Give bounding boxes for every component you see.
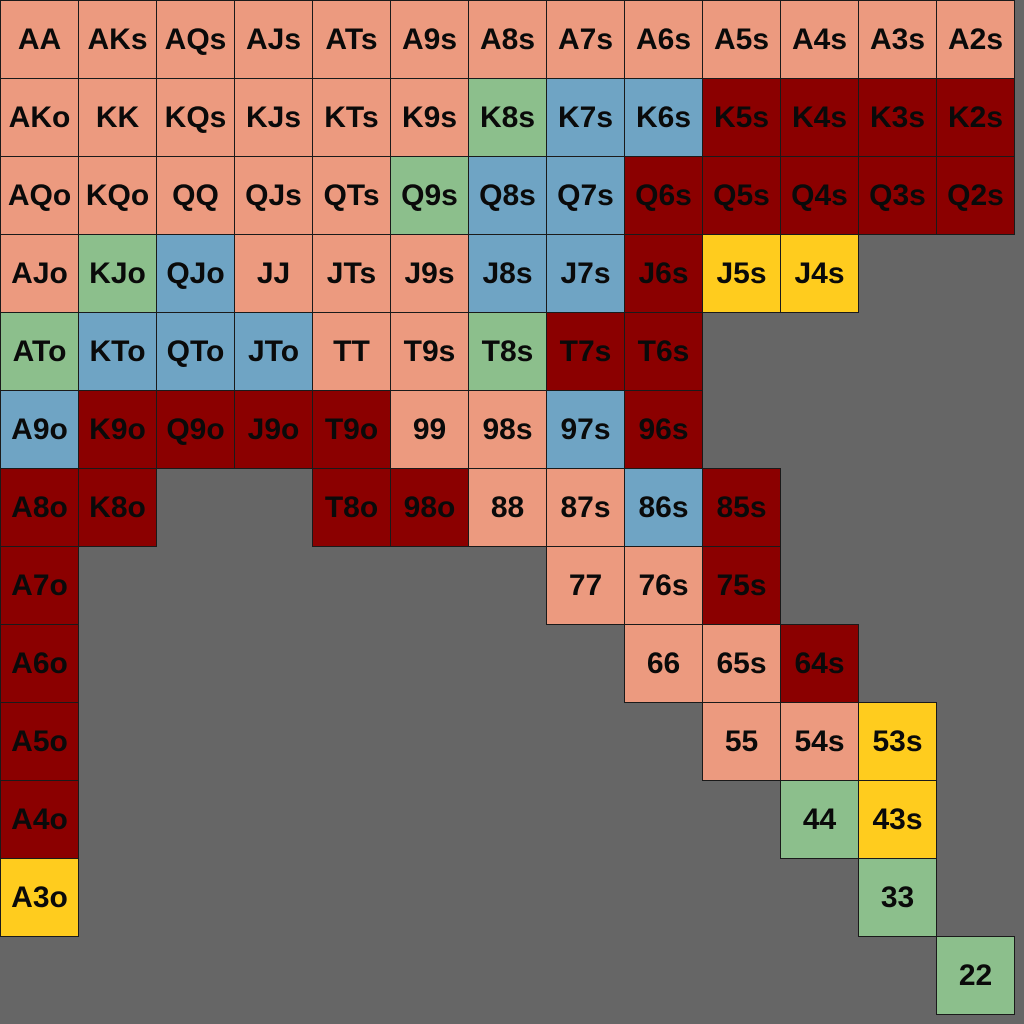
hand-cell-K7s: K7s xyxy=(546,78,625,157)
hand-cell-22: 22 xyxy=(936,936,1015,1015)
hand-cell-86s: 86s xyxy=(624,468,703,547)
hand-cell-Q8s: Q8s xyxy=(468,156,547,235)
hand-cell-J4s: J4s xyxy=(780,234,859,313)
hand-cell-A9o: A9o xyxy=(0,390,79,469)
hand-cell-AKo: AKo xyxy=(0,78,79,157)
hand-cell-KTs: KTs xyxy=(312,78,391,157)
hand-cell-T7s: T7s xyxy=(546,312,625,391)
hand-cell-76s: 76s xyxy=(624,546,703,625)
hand-cell-A6s: A6s xyxy=(624,0,703,79)
hand-cell-96s: 96s xyxy=(624,390,703,469)
hand-cell-T8s: T8s xyxy=(468,312,547,391)
hand-cell-Q9s: Q9s xyxy=(390,156,469,235)
hand-cell-54s: 54s xyxy=(780,702,859,781)
hand-cell-A8o: A8o xyxy=(0,468,79,547)
hand-cell-K9o: K9o xyxy=(78,390,157,469)
hand-cell-Q9o: Q9o xyxy=(156,390,235,469)
hand-cell-A3o: A3o xyxy=(0,858,79,937)
hand-cell-QJo: QJo xyxy=(156,234,235,313)
hand-cell-K4s: K4s xyxy=(780,78,859,157)
hand-cell-AJo: AJo xyxy=(0,234,79,313)
hand-cell-AQs: AQs xyxy=(156,0,235,79)
hand-cell-KJo: KJo xyxy=(78,234,157,313)
hand-cell-ATs: ATs xyxy=(312,0,391,79)
hand-cell-T6s: T6s xyxy=(624,312,703,391)
hand-cell-J8s: J8s xyxy=(468,234,547,313)
hand-cell-QTs: QTs xyxy=(312,156,391,235)
hand-cell-KQs: KQs xyxy=(156,78,235,157)
hand-cell-65s: 65s xyxy=(702,624,781,703)
hand-cell-A2s: A2s xyxy=(936,0,1015,79)
hand-cell-J9o: J9o xyxy=(234,390,313,469)
hand-cell-AJs: AJs xyxy=(234,0,313,79)
hand-cell-JTs: JTs xyxy=(312,234,391,313)
hand-cell-Q4s: Q4s xyxy=(780,156,859,235)
hand-cell-98o: 98o xyxy=(390,468,469,547)
hand-cell-QTo: QTo xyxy=(156,312,235,391)
hand-cell-88: 88 xyxy=(468,468,547,547)
hand-cell-Q5s: Q5s xyxy=(702,156,781,235)
hand-cell-99: 99 xyxy=(390,390,469,469)
hand-cell-KQo: KQo xyxy=(78,156,157,235)
hand-cell-55: 55 xyxy=(702,702,781,781)
hand-cell-KJs: KJs xyxy=(234,78,313,157)
hand-cell-A3s: A3s xyxy=(858,0,937,79)
hand-cell-A6o: A6o xyxy=(0,624,79,703)
hand-cell-K8o: K8o xyxy=(78,468,157,547)
hand-cell-QQ: QQ xyxy=(156,156,235,235)
hand-cell-Q2s: Q2s xyxy=(936,156,1015,235)
hand-cell-A4o: A4o xyxy=(0,780,79,859)
hand-cell-A5o: A5o xyxy=(0,702,79,781)
hand-cell-JJ: JJ xyxy=(234,234,313,313)
hand-cell-T8o: T8o xyxy=(312,468,391,547)
hand-cell-A8s: A8s xyxy=(468,0,547,79)
hand-cell-J7s: J7s xyxy=(546,234,625,313)
hand-cell-K6s: K6s xyxy=(624,78,703,157)
hand-cell-75s: 75s xyxy=(702,546,781,625)
hand-cell-K2s: K2s xyxy=(936,78,1015,157)
hand-cell-Q6s: Q6s xyxy=(624,156,703,235)
hand-cell-JTo: JTo xyxy=(234,312,313,391)
hand-cell-A9s: A9s xyxy=(390,0,469,79)
hand-cell-A5s: A5s xyxy=(702,0,781,79)
hand-cell-64s: 64s xyxy=(780,624,859,703)
hand-cell-85s: 85s xyxy=(702,468,781,547)
hand-cell-98s: 98s xyxy=(468,390,547,469)
hand-cell-K5s: K5s xyxy=(702,78,781,157)
hand-cell-87s: 87s xyxy=(546,468,625,547)
hand-cell-Q3s: Q3s xyxy=(858,156,937,235)
hand-cell-AKs: AKs xyxy=(78,0,157,79)
hand-cell-J5s: J5s xyxy=(702,234,781,313)
hand-cell-97s: 97s xyxy=(546,390,625,469)
hand-cell-44: 44 xyxy=(780,780,859,859)
hand-cell-77: 77 xyxy=(546,546,625,625)
hand-cell-T9s: T9s xyxy=(390,312,469,391)
hand-cell-KTo: KTo xyxy=(78,312,157,391)
hand-cell-53s: 53s xyxy=(858,702,937,781)
hand-cell-66: 66 xyxy=(624,624,703,703)
hand-cell-J9s: J9s xyxy=(390,234,469,313)
hand-cell-QJs: QJs xyxy=(234,156,313,235)
hand-cell-J6s: J6s xyxy=(624,234,703,313)
hand-cell-AQo: AQo xyxy=(0,156,79,235)
hand-cell-A4s: A4s xyxy=(780,0,859,79)
hand-cell-33: 33 xyxy=(858,858,937,937)
hand-cell-TT: TT xyxy=(312,312,391,391)
hand-cell-43s: 43s xyxy=(858,780,937,859)
hand-cell-K3s: K3s xyxy=(858,78,937,157)
hand-cell-A7s: A7s xyxy=(546,0,625,79)
hand-cell-A7o: A7o xyxy=(0,546,79,625)
hand-cell-KK: KK xyxy=(78,78,157,157)
hand-cell-Q7s: Q7s xyxy=(546,156,625,235)
hand-cell-K9s: K9s xyxy=(390,78,469,157)
hand-cell-ATo: ATo xyxy=(0,312,79,391)
hand-cell-AA: AA xyxy=(0,0,79,79)
hand-cell-K8s: K8s xyxy=(468,78,547,157)
hand-cell-T9o: T9o xyxy=(312,390,391,469)
